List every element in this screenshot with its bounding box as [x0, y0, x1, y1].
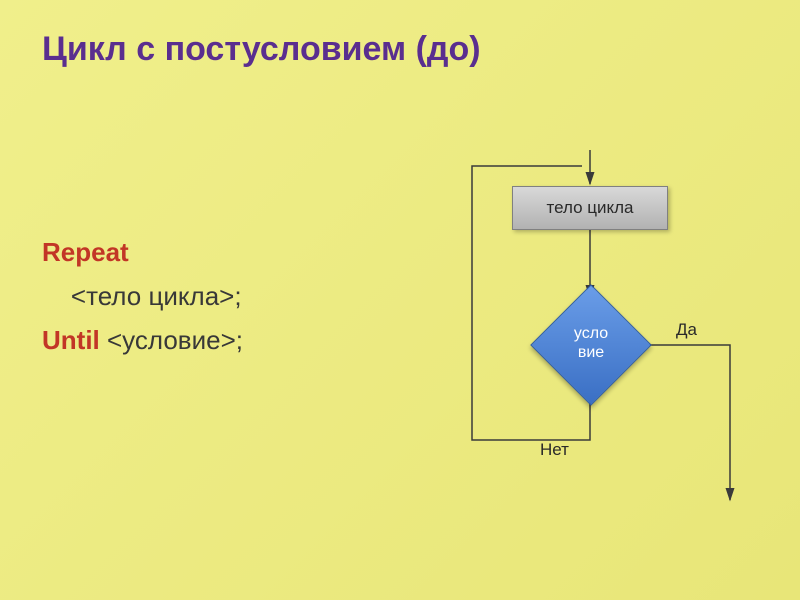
- flowchart-body-label: тело цикла: [546, 198, 633, 218]
- code-line-2: <тело цикла>;: [42, 274, 243, 318]
- code-condition: <условие>;: [100, 325, 243, 355]
- keyword-until: Until: [42, 325, 100, 355]
- code-body: <тело цикла>: [42, 281, 234, 311]
- flowchart-no-label: Нет: [540, 440, 569, 460]
- flowchart-condition-label: усло вие: [552, 324, 630, 362]
- page-title: Цикл с постусловием (до): [42, 30, 481, 69]
- flowchart-body-box: тело цикла: [512, 186, 668, 230]
- flowchart-diagram: тело цикла усло вие Да Нет: [430, 150, 770, 520]
- code-line-3: Until <условие>;: [42, 318, 243, 362]
- code-line-1: Repeat: [42, 230, 243, 274]
- flowchart-yes-label: Да: [676, 320, 697, 340]
- keyword-repeat: Repeat: [42, 237, 129, 267]
- code-block: Repeat <тело цикла>; Until <условие>;: [42, 230, 243, 363]
